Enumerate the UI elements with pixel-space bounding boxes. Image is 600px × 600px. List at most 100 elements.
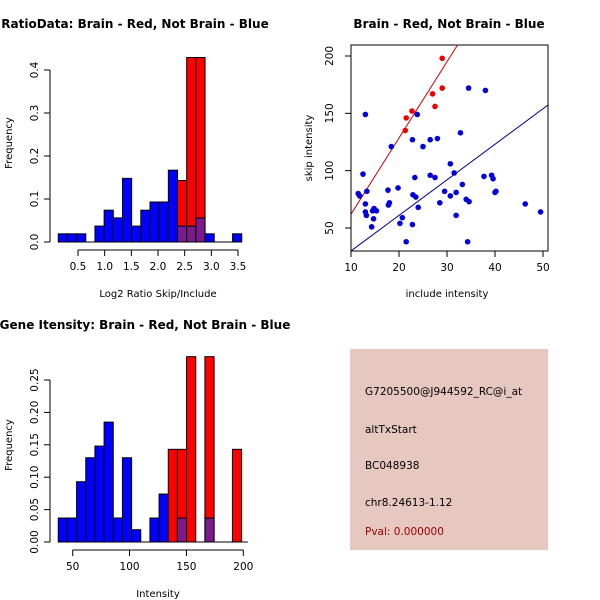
data-point [457,130,464,136]
data-point [362,201,369,207]
data-point [432,103,438,110]
bar-not-brain [121,457,133,543]
y-tick-label: 0.0 [29,234,41,251]
y-tick-label: 150 [324,103,336,123]
data-point [420,143,426,150]
bar-not-brain [57,517,68,543]
x-tick-label: 3.0 [203,261,220,273]
data-point [427,136,434,143]
data-point [363,212,370,219]
data-point [434,135,441,142]
data-point [466,198,472,205]
bar-brain [186,356,197,543]
bar-not-brain [85,457,96,543]
probe-id: G7205500@J944592_RC@i_at [365,386,523,398]
bar-not-brain [158,201,169,243]
data-point [465,85,472,91]
bar-not-brain [103,421,114,543]
x-tick-label: 50 [536,262,549,274]
y-axis-label: Frequency [4,419,15,471]
bar-brain [231,448,243,543]
data-point [364,188,370,195]
data-point [451,170,458,176]
data-point [439,85,446,91]
y-tick-label: 0.3 [29,105,41,122]
bar-not-brain [158,493,169,543]
y-tick-label: 0.25 [29,368,41,391]
bar-brain [204,356,215,543]
event-type: altTxStart [365,424,417,436]
x-tick-label: 0.5 [70,261,87,273]
bar-overlap [176,517,188,543]
fit-line [351,45,459,215]
data-point [395,185,401,191]
data-point [447,193,454,199]
chart-title: Brain - Red, Not Brain - Blue [353,17,544,31]
data-point [412,174,418,181]
data-point [397,220,403,227]
bar-not-brain [204,233,215,243]
bar-not-brain [112,217,123,243]
y-tick-label: 0.2 [29,148,41,165]
bar-not-brain [76,233,87,243]
x-axis-label: include intensity [406,289,489,300]
bar-not-brain [103,209,114,243]
chart-title: Gene Itensity: Brain - Red, Not Brain - … [0,318,290,332]
x-tick-label: 200 [233,561,253,573]
x-tick-label: 30 [440,262,453,274]
location: chr8.24613-1.12 [365,497,453,509]
bar-overlap [186,225,197,243]
x-tick-label: 2.0 [150,261,167,273]
x-tick-label: 3.5 [230,261,247,273]
data-point [481,173,487,180]
data-point [388,143,395,150]
bar-not-brain [94,445,105,543]
data-point [493,188,499,195]
data-point [447,160,454,167]
data-point [356,193,363,199]
bar-not-brain [140,209,151,243]
bar-not-brain [76,481,87,543]
data-point [373,208,380,214]
data-point [441,188,448,195]
y-tick-label: 50 [324,221,336,234]
chart-title: RatioData: Brain - Red, Not Brain - Blue [1,17,268,31]
bar-brain [167,448,178,543]
y-axis-label: Frequency [4,117,15,169]
data-point [429,91,436,97]
data-point [522,201,529,207]
y-axis-label: skip intensity [304,115,315,182]
x-tick-label: 20 [392,262,405,274]
bar-not-brain [232,233,243,243]
bar-not-brain [66,517,78,543]
y-tick-label: 0.10 [29,466,41,489]
data-point [453,212,459,219]
x-tick-label: 40 [488,262,501,274]
data-point [459,181,466,188]
bar-not-brain [94,225,105,243]
bar-not-brain [149,201,160,243]
bar-overlap [204,517,215,543]
data-point [370,216,377,222]
data-point [360,171,366,177]
bar-not-brain [131,529,142,543]
data-point [362,111,369,118]
x-tick-label: 2.5 [176,261,193,273]
bar-not-brain [131,225,142,243]
y-tick-label: 0.4 [29,61,41,78]
bar-brain [186,57,197,243]
data-point [409,108,415,114]
pval: Pval: 0.000000 [365,526,444,538]
bar-overlap [177,225,188,243]
data-point [437,199,443,206]
data-point [403,238,410,245]
bar-not-brain [167,169,179,243]
data-point [399,214,406,221]
data-point [413,194,419,200]
y-tick-label: 0.15 [29,433,41,456]
x-tick-label: 1.5 [123,261,140,273]
y-tick-label: 200 [324,46,336,66]
y-tick-label: 0.05 [29,498,41,521]
data-point [409,136,416,143]
